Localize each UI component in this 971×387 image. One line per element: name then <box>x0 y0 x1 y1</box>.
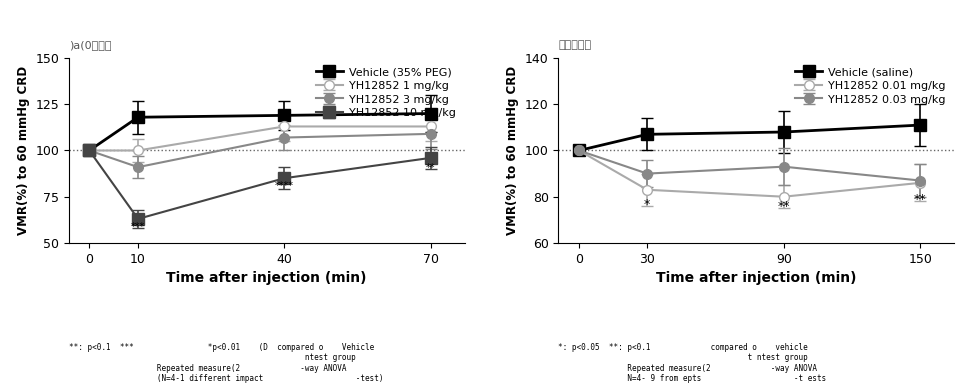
Text: **: ** <box>778 200 790 213</box>
Text: 복강내투여: 복강내투여 <box>558 39 591 50</box>
Y-axis label: VMR(%) to 60 mmHg CRD: VMR(%) to 60 mmHg CRD <box>506 66 519 235</box>
Text: )a(0형근막: )a(0형근막 <box>69 39 112 50</box>
Text: ***: *** <box>131 222 146 232</box>
X-axis label: Time after injection (min): Time after injection (min) <box>656 271 856 285</box>
X-axis label: Time after injection (min): Time after injection (min) <box>166 271 367 285</box>
Text: **: p<0.1  ***                *p<0.01    (D  compared o    Vehicle
             : **: p<0.1 *** *p<0.01 (D compared o Vehi… <box>69 343 384 383</box>
Legend: Vehicle (35% PEG), YH12852 1 mg/kg, YH12852 3 mg/kg, YH12852 10 mg/kg: Vehicle (35% PEG), YH12852 1 mg/kg, YH12… <box>313 63 459 122</box>
Text: *: * <box>644 198 651 211</box>
Text: **: ** <box>914 193 926 206</box>
Y-axis label: VMR(%) to 60 mmHg CRD: VMR(%) to 60 mmHg CRD <box>17 66 30 235</box>
Text: **: ** <box>426 163 435 173</box>
Text: ****: **** <box>275 181 294 191</box>
Text: *: p<0.05  **: p<0.1             compared o    vehicle
                         : *: p<0.05 **: p<0.1 compared o vehicle <box>558 343 826 383</box>
Legend: Vehicle (saline), YH12852 0.01 mg/kg, YH12852 0.03 mg/kg: Vehicle (saline), YH12852 0.01 mg/kg, YH… <box>791 63 949 108</box>
